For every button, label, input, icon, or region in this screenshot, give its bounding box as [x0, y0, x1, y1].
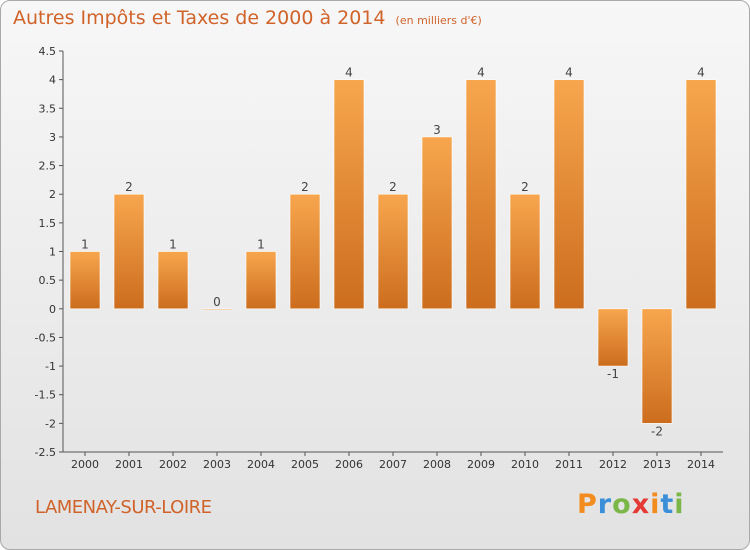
data-label: 3	[433, 123, 441, 137]
bar	[201, 308, 233, 311]
y-tick-label: 3.5	[39, 102, 57, 115]
logo-letter: o	[612, 489, 632, 520]
y-tick-label: 0	[49, 303, 56, 316]
data-label: 2	[389, 180, 397, 194]
x-tick-label: 2005	[291, 458, 319, 471]
y-tick-label: -0.5	[35, 331, 56, 344]
x-tick-label: 2014	[687, 458, 715, 471]
data-label: 2	[125, 180, 133, 194]
data-label: 1	[257, 238, 265, 252]
y-tick-label: -2.5	[35, 446, 56, 459]
logo-letter: i	[674, 489, 685, 520]
x-tick-label: 2008	[423, 458, 451, 471]
bar	[641, 308, 673, 424]
y-tick-label: 2	[49, 188, 56, 201]
y-tick-label: -1	[45, 360, 56, 373]
bar	[377, 193, 409, 310]
data-label: -1	[607, 367, 619, 381]
y-tick-label: -2	[45, 417, 56, 430]
bar	[157, 251, 189, 310]
data-label: 4	[477, 66, 485, 80]
bar	[553, 79, 585, 310]
chart-title: Autres Impôts et Taxes de 2000 à 2014 (e…	[13, 7, 482, 29]
data-label: 4	[697, 66, 705, 80]
data-label: 2	[521, 180, 529, 194]
proxiti-logo: Proxiti	[577, 489, 685, 520]
x-tick-label: 2010	[511, 458, 539, 471]
x-tick-label: 2000	[71, 458, 99, 471]
data-label: 1	[81, 238, 89, 252]
data-label: 4	[345, 66, 353, 80]
x-tick-label: 2013	[643, 458, 671, 471]
x-tick-label: 2003	[203, 458, 231, 471]
data-label: 0	[213, 295, 221, 309]
bar	[465, 79, 497, 310]
bar	[597, 308, 629, 367]
bar	[69, 251, 101, 310]
data-label: 4	[565, 66, 573, 80]
logo-letter: P	[577, 489, 598, 520]
x-tick-label: 2007	[379, 458, 407, 471]
x-tick-label: 2001	[115, 458, 143, 471]
logo-letter: i	[650, 489, 661, 520]
y-tick-label: 1.5	[39, 217, 57, 230]
x-tick-label: 2002	[159, 458, 187, 471]
logo-letter: t	[660, 489, 675, 520]
data-label: -2	[651, 424, 663, 438]
bar	[509, 193, 541, 310]
bar	[113, 193, 145, 310]
y-tick-label: 1	[49, 246, 56, 259]
bar	[421, 136, 453, 310]
y-tick-label: -1.5	[35, 389, 56, 402]
bar	[333, 79, 365, 310]
data-label: 1	[169, 238, 177, 252]
y-tick-label: 3	[49, 131, 56, 144]
x-tick-label: 2009	[467, 458, 495, 471]
commune-name: LAMENAY-SUR-LOIRE	[35, 497, 212, 518]
data-label: 2	[301, 180, 309, 194]
y-tick-label: 4	[49, 74, 56, 87]
x-tick-label: 2004	[247, 458, 275, 471]
y-tick-label: 4.5	[39, 45, 57, 58]
bar	[685, 79, 717, 310]
y-tick-label: 0.5	[39, 274, 57, 287]
bar	[245, 251, 277, 310]
bar	[289, 193, 321, 310]
x-tick-label: 2012	[599, 458, 627, 471]
x-tick-label: 2011	[555, 458, 583, 471]
logo-letter: r	[597, 489, 613, 520]
x-tick-label: 2006	[335, 458, 363, 471]
y-tick-label: 2.5	[39, 160, 57, 173]
chart-title-text: Autres Impôts et Taxes de 2000 à 2014	[13, 7, 386, 29]
chart-unit: (en milliers d'€)	[395, 14, 482, 27]
logo-letter: x	[631, 489, 651, 520]
